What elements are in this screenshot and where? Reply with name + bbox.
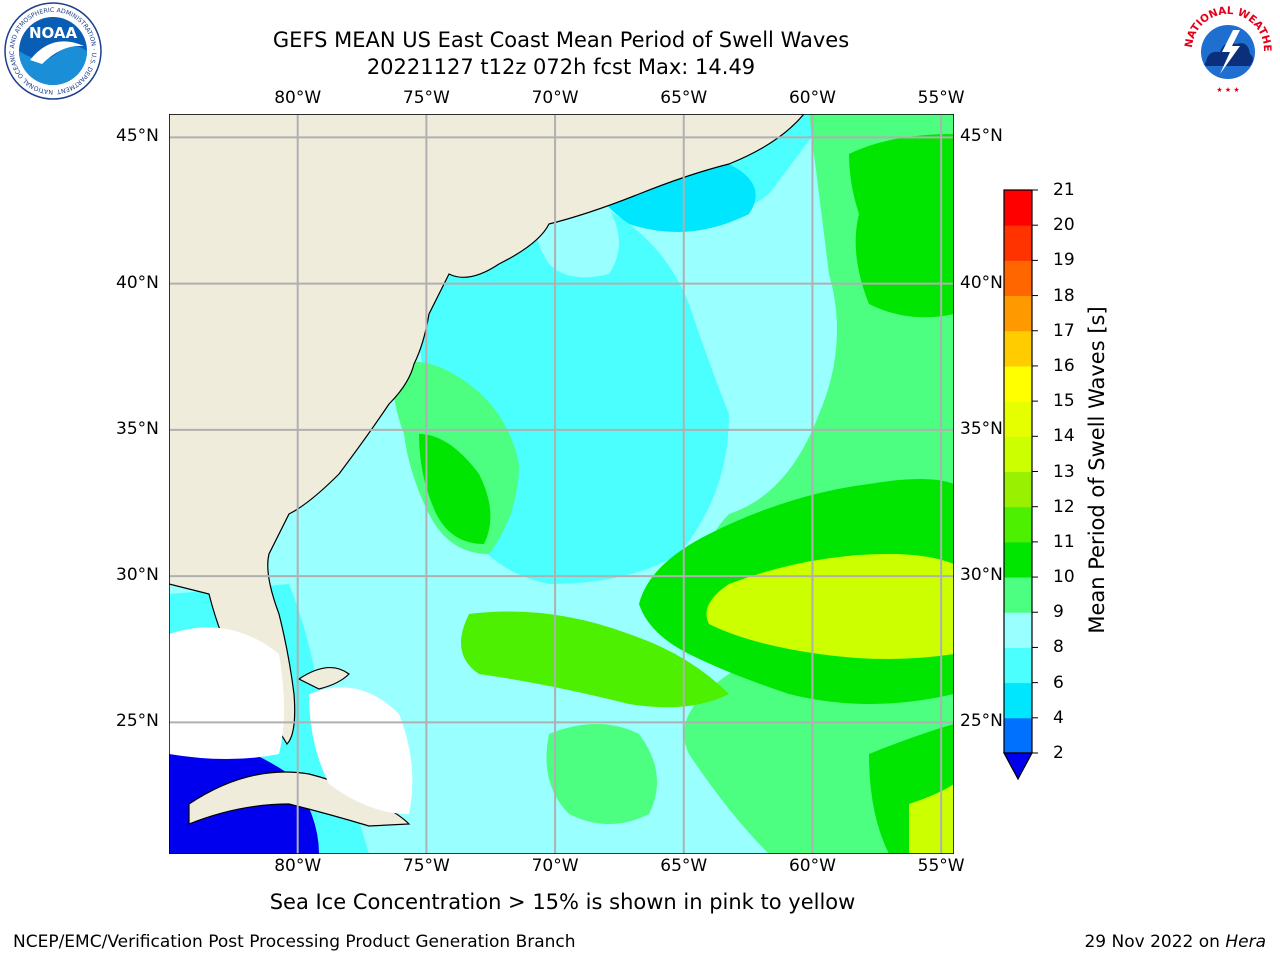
colorbar-tick-label: 15 xyxy=(1053,391,1075,412)
colorbar-tick-label: 10 xyxy=(1053,567,1075,588)
colorbar-segment xyxy=(1004,647,1032,684)
colorbar-tick-label: 9 xyxy=(1053,602,1064,623)
colorbar-segment xyxy=(1004,330,1032,367)
land-areas xyxy=(169,114,805,827)
colorbar-segment xyxy=(1004,471,1032,508)
colorbar-tick-label: 17 xyxy=(1053,320,1075,341)
footer-date-text: 29 Nov 2022 on xyxy=(1084,932,1226,952)
longitude-label-top: 55°W xyxy=(917,88,965,108)
colorbar-segment xyxy=(1004,401,1032,437)
latitude-label-left: 25°N xyxy=(116,711,159,732)
colorbar-tick-label: 13 xyxy=(1053,461,1075,482)
longitude-label-top: 60°W xyxy=(788,88,836,108)
colorbar-segment xyxy=(1004,295,1032,332)
longitude-label-top: 65°W xyxy=(660,88,708,108)
noaa-logo: NOAA NATIONAL OCEANIC AND ATMOSPHERIC AD… xyxy=(2,2,102,100)
latitude-label-right: 40°N xyxy=(960,272,1003,293)
footer-credit: NCEP/EMC/Verification Post Processing Pr… xyxy=(13,932,576,952)
map-subtitle: 20221127 t12z 072h fcst Max: 14.49 xyxy=(366,55,756,79)
colorbar-tick-label: 12 xyxy=(1053,496,1075,517)
svg-text:★ ★ ★: ★ ★ ★ xyxy=(1216,86,1239,94)
colorbar-segment xyxy=(1004,612,1032,648)
colorbar-segment xyxy=(1004,577,1032,613)
colorbar-segment xyxy=(1004,225,1032,261)
longitude-label-bottom: 55°W xyxy=(917,856,965,876)
map-title: GEFS MEAN US East Coast Mean Period of S… xyxy=(272,28,850,52)
longitude-label-bottom: 75°W xyxy=(402,856,450,876)
colorbar-segment xyxy=(1004,717,1032,754)
latitude-label-right: 35°N xyxy=(960,418,1003,439)
colorbar-tick-label: 11 xyxy=(1053,531,1075,552)
north-america-land xyxy=(169,114,805,745)
colorbar-tick-label: 16 xyxy=(1053,355,1075,376)
no-data-patches xyxy=(169,627,413,814)
colorbar-tick-label: 14 xyxy=(1053,426,1075,447)
colorbar-tick-label: 18 xyxy=(1053,285,1075,306)
colorbar-tick-label: 2 xyxy=(1053,743,1064,763)
bahamas-land xyxy=(297,667,350,690)
colorbar-tick-label: 20 xyxy=(1053,215,1075,236)
colorbar-segment xyxy=(1004,541,1032,578)
colorbar-segment xyxy=(1004,365,1032,402)
graticule xyxy=(169,114,954,854)
colorbar-segment xyxy=(1004,190,1032,226)
longitude-label-bottom: 65°W xyxy=(660,856,708,876)
sea-ice-note: Sea Ice Concentration > 15% is shown in … xyxy=(269,890,856,914)
latitude-label-right: 25°N xyxy=(960,711,1003,732)
colorbar-segment xyxy=(1004,260,1032,297)
latitude-label-left: 35°N xyxy=(116,418,159,439)
latitude-label-left: 40°N xyxy=(116,272,159,293)
noaa-logo-text: NOAA xyxy=(29,24,78,42)
longitude-label-top: 80°W xyxy=(274,88,322,108)
footer-date: 29 Nov 2022 on Hera xyxy=(1084,932,1266,952)
latitude-label-right: 30°N xyxy=(960,565,1003,586)
colorbar-tick-label: 8 xyxy=(1053,637,1064,658)
latitude-label-left: 45°N xyxy=(116,126,159,147)
swell-period-map xyxy=(169,114,954,854)
cuba-land xyxy=(188,771,411,827)
footer-host: Hera xyxy=(1225,932,1266,952)
colorbar-segment xyxy=(1004,506,1032,543)
colorbar-under-arrow xyxy=(1002,752,1034,781)
longitude-label-bottom: 70°W xyxy=(531,856,579,876)
colorbar-tick-label: 21 xyxy=(1053,180,1075,200)
latitude-label-right: 45°N xyxy=(960,126,1003,147)
longitude-label-bottom: 60°W xyxy=(788,856,836,876)
longitude-label-bottom: 80°W xyxy=(274,856,322,876)
colorbar-segment xyxy=(1004,436,1032,472)
latitude-label-left: 30°N xyxy=(116,565,159,586)
nws-logo: NATIONAL WEATHER SERVICE ★ ★ ★ xyxy=(1178,0,1274,96)
longitude-label-top: 75°W xyxy=(402,88,450,108)
colorbar-title: Mean Period of Swell Waves [s] xyxy=(1085,306,1109,634)
colorbar-tick-label: 4 xyxy=(1053,707,1064,728)
colorbar-tick-label: 6 xyxy=(1053,672,1064,693)
longitude-label-top: 70°W xyxy=(531,88,579,108)
colorbar-segment xyxy=(1004,682,1032,719)
colorbar-tick-label: 19 xyxy=(1053,250,1075,271)
colorbar xyxy=(1002,189,1038,781)
